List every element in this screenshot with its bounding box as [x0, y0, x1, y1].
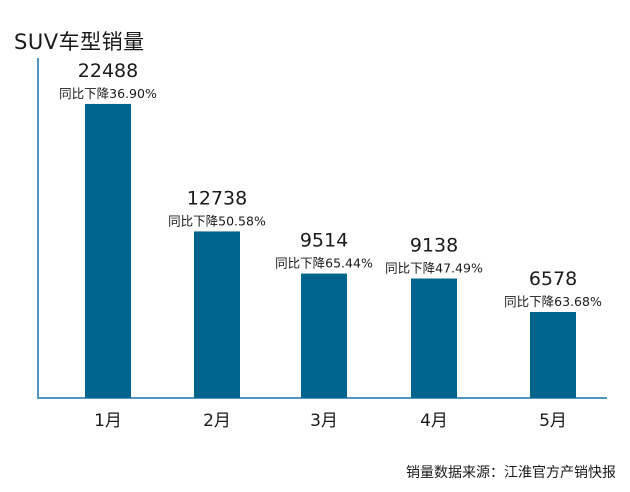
bar-5	[530, 311, 576, 398]
bar-value-label-5: 6578	[529, 268, 577, 290]
bar-change-annotation-2: 同比下降50.58%	[168, 213, 266, 228]
data-source-note: 销量数据来源：江淮官方产销快报	[406, 465, 616, 481]
chart-title: SUV车型销量	[14, 30, 145, 54]
bar-change-annotation-1: 同比下降36.90%	[59, 86, 157, 101]
x-tick-label-2: 2月	[203, 411, 231, 431]
bar-value-label-1: 22488	[78, 60, 138, 82]
bar-change-annotation-4: 同比下降47.49%	[385, 261, 483, 276]
bar-change-annotation-3: 同比下降65.44%	[275, 256, 373, 271]
bar-value-label-4: 9138	[410, 235, 458, 257]
x-tick-label-3: 3月	[310, 411, 338, 431]
x-tick-label-5: 5月	[539, 411, 567, 431]
x-tick-label-4: 4月	[420, 411, 448, 431]
bar-4	[411, 278, 457, 398]
bar-1	[85, 103, 131, 399]
bar-value-label-2: 12738	[187, 187, 247, 209]
x-tick-label-1: 1月	[94, 411, 122, 431]
bar-value-label-3: 9514	[300, 230, 348, 252]
bar-change-annotation-5: 同比下降63.68%	[504, 294, 602, 309]
bar-3	[301, 273, 347, 398]
bar-2	[194, 231, 240, 398]
